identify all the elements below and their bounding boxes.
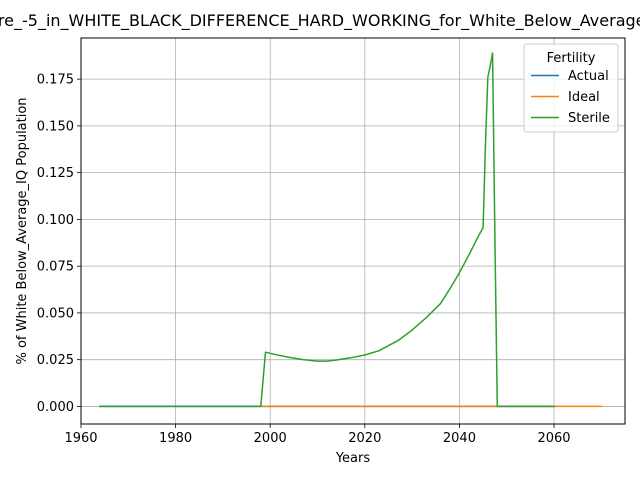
x-tick-label: 1980 [159,431,192,446]
y-tick-label: 0.100 [37,213,74,228]
x-axis-title: Years [335,451,371,466]
y-axis: 0.000 0.025 0.050 0.075 0.100 0.125 0.150 0.175 [37,73,81,415]
legend-label-ideal: Ideal [568,90,600,105]
series-lines [99,52,603,408]
y-tick-label: 0.175 [37,73,74,88]
legend-label-sterile: Sterile [568,111,610,126]
legend-title: Fertility [547,51,596,66]
x-tick-label: 1960 [64,431,97,446]
legend-label-actual: Actual [568,69,609,84]
x-tick-label: 2000 [254,431,287,446]
y-tick-label: 0.050 [37,306,74,321]
legend-box [523,43,619,133]
x-tick-label: 2060 [537,431,570,446]
y-tick-label: 0.125 [37,166,74,181]
x-tick-label: 2040 [443,431,476,446]
x-axis: 1960 1980 2000 2020 2040 2060 [64,424,571,446]
y-tick-label: 0.150 [37,119,74,134]
y-tick-label: 0.000 [37,400,74,415]
legend: Fertility Actual Ideal Sterile [523,43,619,133]
chart-title: Score_-5_in_WHITE_BLACK_DIFFERENCE_HARD_… [0,11,640,31]
x-tick-label: 2020 [348,431,381,446]
series-line-sterile [99,52,555,408]
plot-frame [80,37,626,425]
y-tick-label: 0.025 [37,353,74,368]
y-axis-title: % of White Below_Average_IQ Population [15,97,30,364]
y-tick-label: 0.075 [37,260,74,275]
